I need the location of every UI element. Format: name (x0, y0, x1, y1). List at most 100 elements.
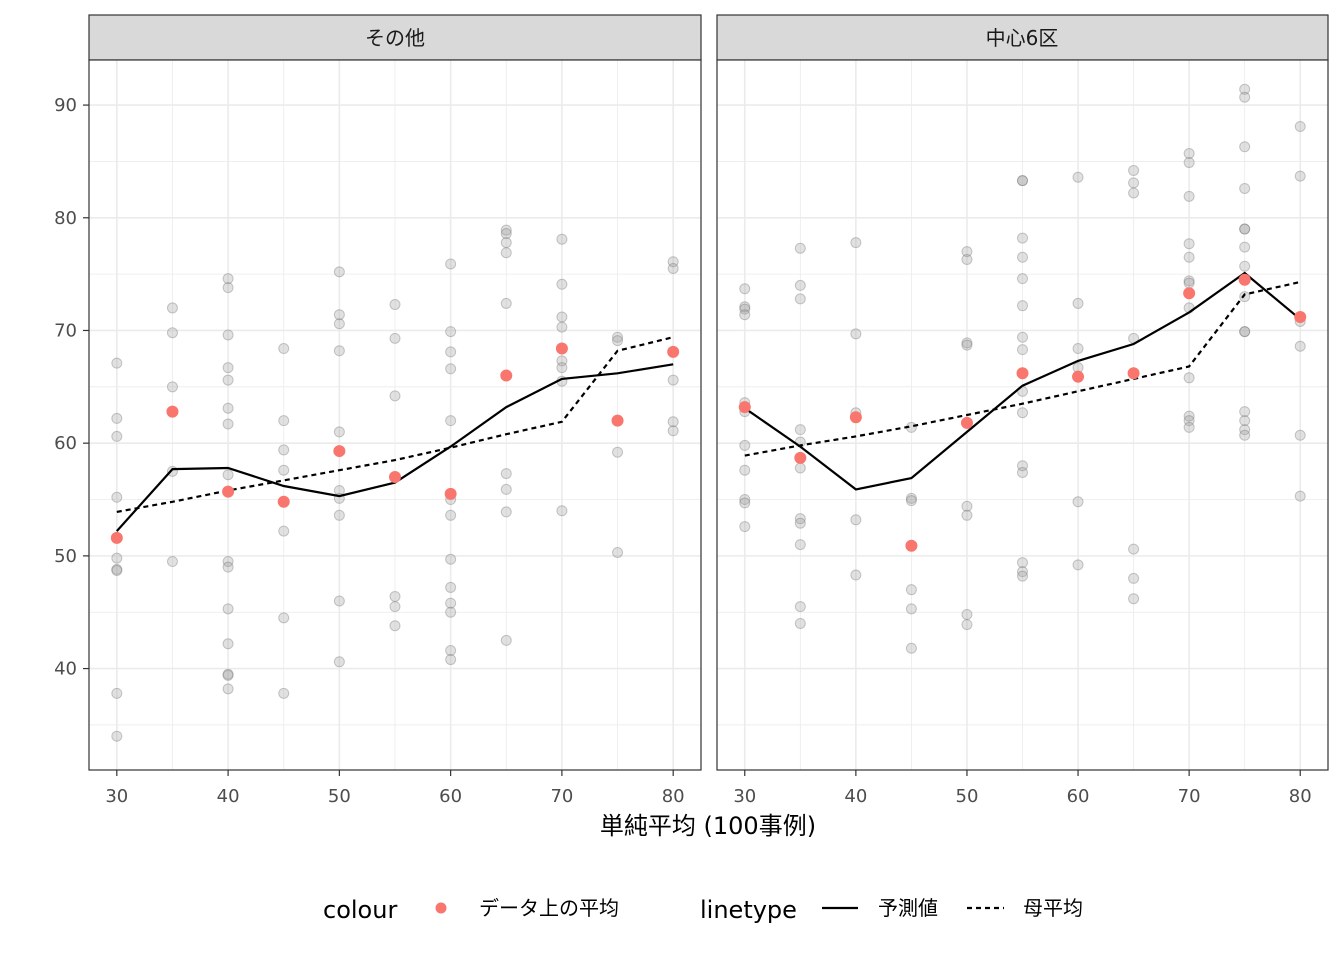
raw-data-point (556, 321, 568, 333)
raw-data-point (333, 426, 345, 438)
panel-other-raw-points (111, 224, 679, 742)
x-tick-label: 60 (1067, 786, 1090, 807)
raw-data-point (278, 444, 290, 456)
raw-data-point (1183, 148, 1195, 160)
y-tick-label: 70 (54, 320, 77, 341)
y-axis-ticks: 40 50 60 70 80 90 (54, 95, 89, 680)
raw-data-point (667, 425, 679, 437)
raw-data-point (1183, 190, 1195, 202)
y-tick-label: 50 (54, 546, 77, 567)
legend-solid-line-label: 予測値 (878, 896, 938, 920)
raw-data-point (961, 608, 973, 620)
raw-data-point (739, 283, 751, 295)
raw-data-point (961, 619, 973, 631)
raw-data-point (612, 331, 624, 343)
panel-central6-mean-points (738, 273, 1307, 552)
raw-data-point (278, 343, 290, 355)
y-tick-label: 90 (54, 95, 77, 116)
legend-mean-point-label: データ上の平均 (479, 896, 619, 920)
panel-other: その他 40 50 60 70 80 90 30 40 50 60 70 80 (54, 14, 702, 807)
raw-data-point (389, 590, 401, 602)
x-tick-label: 50 (328, 786, 351, 807)
raw-data-point (850, 328, 862, 340)
raw-data-point (1072, 343, 1084, 355)
raw-data-point (1294, 120, 1306, 132)
raw-data-point (1183, 157, 1195, 169)
raw-data-point (1072, 559, 1084, 571)
raw-data-point (739, 439, 751, 451)
raw-data-point (222, 561, 234, 573)
x-tick-label: 80 (662, 786, 685, 807)
raw-data-point (1183, 277, 1195, 289)
raw-data-point (500, 224, 512, 236)
raw-data-point (445, 415, 457, 427)
raw-data-point (445, 553, 457, 565)
raw-data-point (961, 253, 973, 265)
raw-data-point (1183, 415, 1195, 427)
raw-data-point (1239, 291, 1251, 303)
raw-data-point (389, 390, 401, 402)
y-tick-label: 40 (54, 659, 77, 680)
mean-data-point (555, 342, 568, 355)
raw-data-point (445, 645, 457, 657)
raw-data-point (1183, 251, 1195, 263)
panel-other-x-ticks: 30 40 50 60 70 80 (105, 770, 685, 807)
mean-data-point (794, 451, 807, 464)
raw-data-point (667, 262, 679, 274)
raw-data-point (1017, 344, 1028, 356)
raw-data-point (222, 402, 234, 414)
raw-data-point (166, 302, 178, 314)
raw-data-point (1128, 164, 1140, 176)
raw-data-point (556, 311, 568, 323)
panel-other-grid (89, 60, 701, 770)
raw-data-point (1017, 570, 1028, 582)
raw-data-point (1239, 91, 1251, 103)
raw-data-point (1017, 331, 1028, 343)
raw-data-point (794, 539, 806, 551)
panel-central6-border (716, 59, 1329, 771)
raw-data-point (961, 500, 973, 512)
raw-data-point (739, 497, 751, 509)
raw-data-point (1294, 429, 1306, 441)
raw-data-point (111, 357, 123, 369)
raw-data-point (1294, 170, 1306, 182)
mean-data-point (960, 416, 973, 429)
x-tick-label: 50 (956, 786, 979, 807)
panel-central6-strip-label: 中心6区 (986, 26, 1059, 50)
x-tick-label: 30 (733, 786, 756, 807)
legend-dashed-line-label: 母平均 (1023, 896, 1083, 920)
raw-data-point (1239, 429, 1251, 441)
raw-data-point (222, 418, 234, 430)
y-tick-label: 80 (54, 208, 77, 229)
raw-data-point (500, 247, 512, 259)
raw-data-point (1294, 490, 1306, 502)
raw-data-point (905, 603, 917, 615)
raw-data-point (333, 509, 345, 521)
x-axis-title: 単純平均 (100事例) (600, 812, 816, 840)
panel-central6-grid (717, 60, 1328, 770)
raw-data-point (333, 345, 345, 357)
raw-data-point (1017, 460, 1028, 472)
legend-mean-point-key (435, 902, 447, 914)
raw-data-point (1072, 171, 1084, 183)
raw-data-point (222, 329, 234, 341)
mean-data-point (1016, 367, 1029, 380)
raw-data-point (850, 569, 862, 581)
raw-data-point (556, 505, 568, 517)
raw-data-point (1017, 273, 1028, 285)
population-mean-line (116, 336, 674, 513)
panel-other-strip (88, 14, 702, 61)
raw-data-point (166, 381, 178, 393)
panel-other-mean-points (110, 342, 680, 544)
raw-data-point (500, 228, 512, 240)
raw-data-point (111, 412, 123, 424)
mean-data-point (1238, 273, 1251, 286)
raw-data-point (1128, 572, 1140, 584)
raw-data-point (111, 565, 123, 577)
raw-data-point (222, 273, 234, 285)
raw-data-point (389, 620, 401, 632)
raw-data-point (222, 374, 234, 386)
raw-data-point (612, 446, 624, 458)
legend-colour-title: colour (323, 896, 397, 924)
